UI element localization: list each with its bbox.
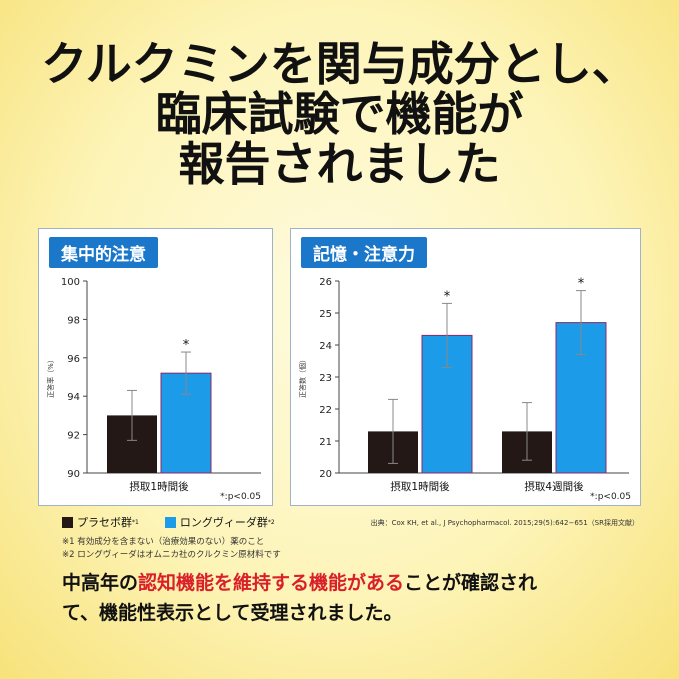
chart-title: 記憶・注意力 — [301, 237, 427, 268]
conclusion-text: 中高年の — [62, 572, 139, 594]
chart-memory: 20 21 22 23 24 25 26 正答数（個） 摂取1時間後 * 摂取4週間後 * *:p<0.… — [298, 277, 631, 502]
footnote-2: ※2 ロングヴィーダはオムニカ社のクルクミン原材料です — [62, 550, 281, 560]
source-citation: 出典：Cox KH, et al., J Psychopharmacol. 20… — [370, 519, 639, 527]
y-tick-label: 21 — [319, 437, 332, 448]
conclusion-line-2: て、機能性表示として受理されました。 — [62, 602, 403, 624]
y-tick-label: 90 — [67, 469, 80, 480]
bar-longvida — [160, 372, 212, 474]
y-tick-label: 96 — [67, 354, 80, 365]
y-tick-label: 25 — [319, 309, 332, 320]
chart-panel-memory: 記憶・注意力 20 21 22 23 24 25 26 正答数（個） 摂取1時間後 * 摂取4週間後… — [290, 228, 641, 506]
y-axis-label: 正答数（個） — [298, 356, 307, 398]
y-tick-label: 23 — [319, 373, 332, 384]
legend-label-longvida: ロングヴィーダ群 — [179, 516, 268, 529]
legend-swatch-longvida — [164, 516, 176, 528]
conclusion-highlight: 認知機能を維持する機能がある — [138, 572, 405, 594]
x-tick-label: 摂取4週間後 — [524, 480, 584, 493]
significance-mark: * — [183, 338, 190, 353]
x-tick-label: 摂取1時間後 — [129, 480, 189, 493]
y-tick-label: 22 — [319, 405, 332, 416]
y-tick-label: 26 — [319, 277, 332, 288]
y-tick-label: 20 — [319, 469, 332, 480]
chart-title: 集中的注意 — [49, 237, 158, 268]
y-tick-label: 24 — [319, 341, 332, 352]
legend-mark: *1 — [132, 518, 139, 526]
headline-line-2: 臨床試験で機能が — [155, 87, 524, 141]
legend-mark: *2 — [267, 518, 275, 526]
p-value-note: *:p<0.05 — [590, 492, 631, 502]
conclusion-line-1: 中高年の認知機能を維持する機能があることが確認され — [62, 568, 662, 598]
footnote-1: ※1 有効成分を含まない（治療効果のない）薬のこと — [62, 537, 265, 547]
legend: プラセボ群 *1 ロングヴィーダ群 *2 — [62, 514, 275, 530]
chart-attention: 90 92 94 96 98 100 正答率（%） 摂取1時間後 * *:p<0.05 — [46, 277, 261, 502]
y-tick-label: 92 — [67, 431, 80, 442]
y-tick-label: 100 — [61, 277, 80, 288]
legend-label-placebo: プラセボ群 — [77, 516, 132, 529]
conclusion-text: ことが確認され — [404, 572, 538, 594]
headline-line-3: 報告されました — [178, 137, 501, 191]
x-tick-label: 摂取1時間後 — [390, 480, 450, 493]
chart-panel-attention: 集中的注意 90 92 94 96 98 100 正答率（%） 摂取1時間後 * *:p<0.05 — [38, 228, 273, 506]
headline-line-1: クルクミンを関与成分とし、 — [41, 37, 638, 91]
significance-mark: * — [444, 289, 451, 304]
significance-mark: * — [578, 277, 585, 292]
p-value-note: *:p<0.05 — [220, 492, 261, 502]
y-axis-label: 正答率（%） — [46, 356, 55, 398]
y-tick-label: 94 — [67, 392, 80, 403]
legend-swatch-placebo — [62, 516, 73, 528]
y-tick-label: 98 — [67, 315, 80, 326]
